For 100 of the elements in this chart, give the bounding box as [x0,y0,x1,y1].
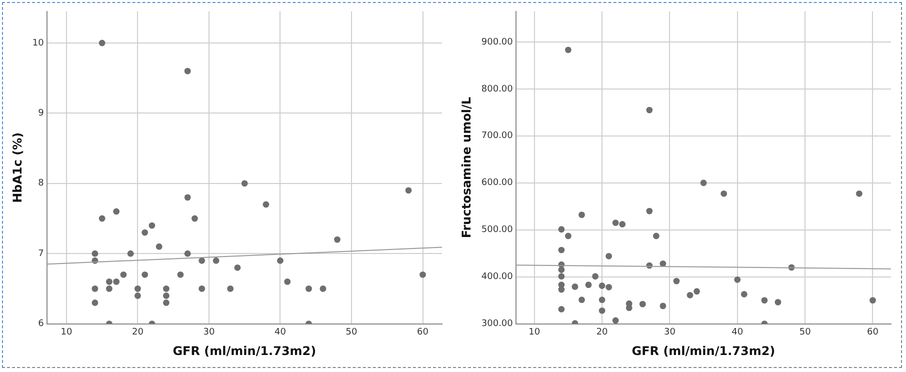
point [148,222,156,229]
x-tick-label: 40 [274,328,286,338]
point [870,297,876,304]
point [856,190,862,197]
point [277,257,284,264]
point [578,296,585,304]
point [606,252,612,260]
point [598,307,606,314]
x-tick-label: 60 [867,328,879,338]
x-tick-label: 20 [132,328,144,338]
point [405,187,412,194]
x-axis-title: GFR (ml/min/1.73m2) [172,344,316,358]
y-tick-label: 300.00 [481,319,514,330]
x-tick-label: 20 [596,328,608,338]
point [652,232,660,240]
point [106,278,112,285]
point [585,282,592,288]
point [92,250,98,257]
x-tick-label: 30 [203,328,215,338]
point [606,284,612,290]
point [177,271,184,278]
point [184,250,191,257]
point [700,180,707,186]
point [558,306,565,312]
point [184,194,191,201]
point [420,271,426,278]
point [306,286,312,292]
point [142,271,148,278]
point [113,278,120,285]
point [612,317,619,324]
point [262,201,270,208]
x-axis-title: GFR (ml/min/1.73m2) [632,344,776,358]
point [192,215,198,222]
y-tick-label: 9 [38,108,44,119]
point [660,302,666,310]
point [334,236,340,243]
y-tick-label: 10 [32,38,44,48]
point [572,283,578,290]
point [598,282,606,289]
point [234,264,241,271]
point [646,208,653,214]
point [98,40,106,46]
point [761,297,768,304]
point [113,208,120,215]
point [558,226,565,233]
point [734,276,741,283]
y-tick-label: 600.00 [481,178,514,188]
x-tick-label: 10 [528,328,540,338]
x-tick-label: 40 [732,328,744,338]
point [241,180,248,187]
point [720,190,728,197]
y-tick-label: 8 [38,178,44,189]
point [184,68,191,74]
point [212,257,220,264]
y-tick-label: 800.00 [481,84,514,94]
point [558,273,565,280]
point [740,291,748,298]
point [598,296,606,304]
point [558,246,565,254]
point [626,304,632,312]
point [565,46,572,54]
point [106,286,112,292]
y-axis-title: HbA1c (%) [10,132,24,203]
point [612,220,619,226]
y-tick-label: 7 [38,248,44,259]
x-tick-label: 10 [60,328,72,338]
point [98,215,106,222]
point [163,292,170,299]
point [320,286,326,292]
point [227,286,234,292]
y-tick-label: 900.00 [481,37,514,48]
point [673,278,680,284]
point [127,250,134,257]
point [284,278,291,285]
x-tick-label: 60 [417,328,429,338]
point [92,286,98,292]
point [558,266,565,273]
point [639,300,646,308]
point [774,298,782,306]
point [686,292,694,298]
point [578,212,585,218]
point [120,271,127,278]
point [646,106,653,114]
point [142,229,148,236]
y-tick-label: 400.00 [481,272,514,282]
x-tick-label: 30 [664,328,676,338]
point [565,232,572,240]
point [558,286,565,293]
point [619,221,626,228]
point [92,300,98,306]
point [163,300,170,306]
point [156,243,162,250]
y-tick-label: 6 [38,319,44,330]
point [134,292,141,299]
point [198,257,206,264]
y-axis-title: Fructosamine umol/L [459,96,474,238]
y-tick-label: 500.00 [481,225,514,236]
point [592,273,598,280]
point [694,288,700,295]
point [198,286,206,292]
